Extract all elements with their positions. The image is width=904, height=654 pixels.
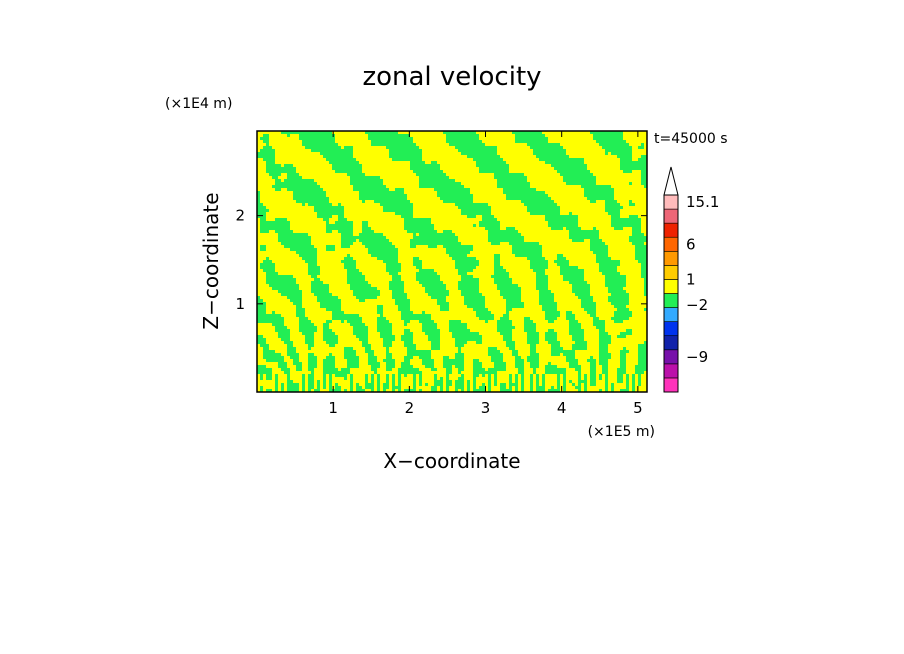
colorbar-level bbox=[663, 265, 679, 280]
colorbar-level bbox=[663, 222, 679, 238]
x-axis-title: X−coordinate bbox=[383, 449, 520, 473]
colorbar-frame bbox=[663, 194, 679, 393]
y-scale-label: (×1E4 m) bbox=[165, 96, 232, 112]
colorbar-level bbox=[663, 307, 679, 322]
colorbar-level bbox=[663, 250, 679, 266]
colorbar-tick-label: 1 bbox=[686, 270, 696, 288]
colorbar-level bbox=[663, 293, 679, 308]
time-label: t=45000 s bbox=[654, 131, 728, 147]
y-tick-label: 2 bbox=[235, 207, 245, 225]
negative-velocity-region bbox=[257, 131, 647, 392]
y-axis-title: Z−coordinate bbox=[199, 192, 223, 329]
x-axis-ticks: 1 2 3 4 5 bbox=[328, 131, 643, 417]
colorbar-level bbox=[663, 279, 679, 294]
colorbar-level bbox=[663, 208, 679, 224]
x-scale-label: (×1E5 m) bbox=[588, 424, 655, 440]
y-tick-label: 1 bbox=[235, 295, 245, 313]
velocity-field bbox=[257, 131, 647, 392]
colorbar: 15.1 6 1 −2 −9 bbox=[663, 166, 719, 393]
colorbar-level bbox=[663, 321, 679, 337]
x-tick-label: 1 bbox=[328, 399, 338, 417]
colorbar-tick-label: −2 bbox=[686, 296, 708, 314]
plot-frame bbox=[256, 130, 648, 393]
colorbar-tick-label: 15.1 bbox=[686, 193, 719, 211]
colorbar-level bbox=[663, 236, 679, 252]
colorbar-tick-label: 6 bbox=[686, 235, 696, 253]
colorbar-level bbox=[663, 349, 679, 365]
x-tick-label: 2 bbox=[405, 399, 415, 417]
colorbar-level bbox=[663, 363, 679, 379]
colorbar-tick-label: −9 bbox=[686, 348, 708, 366]
colorbar-level bbox=[663, 377, 679, 393]
y-axis-ticks: 12 bbox=[235, 207, 647, 313]
colorbar-extend-arrow bbox=[663, 166, 679, 196]
x-tick-label: 4 bbox=[557, 399, 567, 417]
x-tick-label: 3 bbox=[481, 399, 491, 417]
x-tick-label: 5 bbox=[633, 399, 643, 417]
colorbar-level bbox=[663, 194, 679, 210]
chart-title: zonal velocity bbox=[362, 62, 541, 92]
colorbar-level bbox=[663, 335, 679, 351]
